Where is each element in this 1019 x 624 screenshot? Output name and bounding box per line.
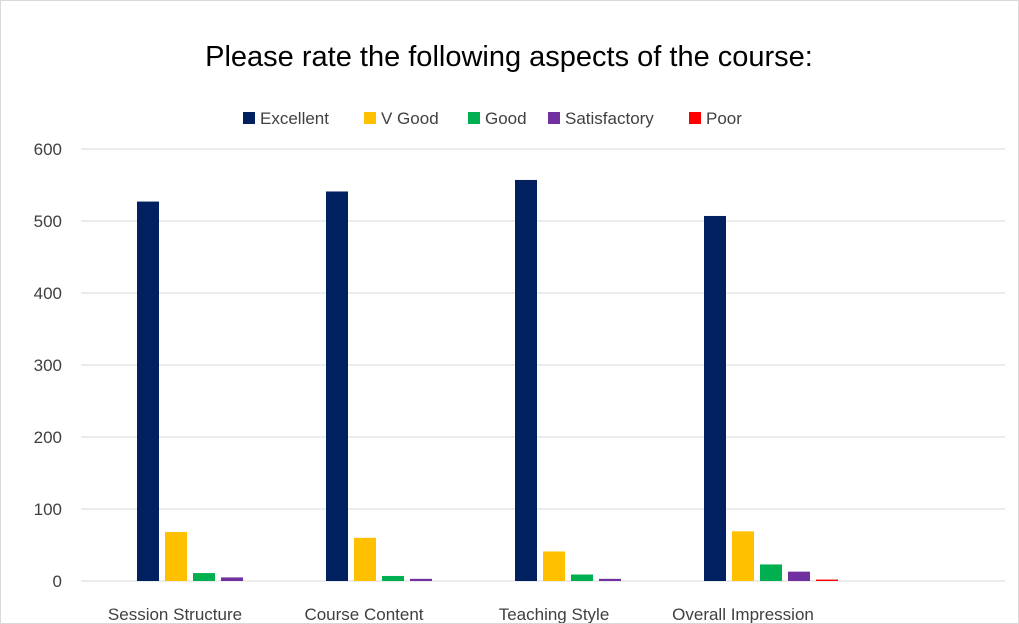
bar-session-structure-good: [193, 573, 215, 581]
legend-entry-excellent: Excellent: [260, 109, 329, 128]
y-tick-label: 500: [34, 212, 62, 231]
bar-overall-impression-v-good: [732, 531, 754, 581]
bar-overall-impression-satisfactory: [788, 571, 810, 581]
bar-overall-impression-excellent: [704, 215, 726, 581]
bar-session-structure-v-good: [165, 532, 187, 581]
legend-swatch-satisfactory: [548, 112, 560, 124]
legend-swatch-v-good: [364, 112, 376, 124]
y-tick-label: 100: [34, 500, 62, 519]
y-tick-label: 300: [34, 356, 62, 375]
bar-overall-impression-good: [760, 564, 782, 581]
y-tick-label: 0: [53, 572, 62, 591]
bar-session-structure-excellent: [137, 201, 159, 581]
bar-teaching-style-satisfactory: [599, 578, 621, 581]
bar-course-content-good: [382, 575, 404, 581]
bar-teaching-style-v-good: [543, 551, 565, 581]
legend-swatch-excellent: [243, 112, 255, 124]
bars: [137, 179, 838, 582]
legend: Excellent V Good Good Satisfactory Poor: [243, 109, 742, 128]
bar-teaching-style-excellent: [515, 179, 537, 581]
x-tick-label-course-content: Course Content: [304, 605, 423, 623]
bar-course-content-v-good: [354, 537, 376, 581]
legend-entry-poor: Poor: [706, 109, 742, 128]
legend-entry-satisfactory: Satisfactory: [565, 109, 654, 128]
chart-title: Please rate the following aspects of the…: [205, 41, 813, 73]
y-tick-label: 200: [34, 428, 62, 447]
y-tick-label: 600: [34, 140, 62, 159]
y-tick-label: 400: [34, 284, 62, 303]
x-axis-tick-labels: Session Structure Course Content Teaching …: [108, 605, 814, 623]
bar-course-content-satisfactory: [410, 578, 432, 581]
bar-overall-impression-poor: [816, 579, 838, 581]
x-tick-label-teaching-style: Teaching Style: [499, 605, 610, 623]
x-tick-label-overall-impression: Overall Impression: [672, 605, 814, 623]
legend-swatch-good: [468, 112, 480, 124]
bar-course-content-excellent: [326, 191, 348, 582]
legend-entry-good: Good: [485, 109, 527, 128]
legend-entry-v-good: V Good: [381, 109, 439, 128]
gridlines: [81, 148, 1005, 582]
y-axis-tick-labels: 0 100 200 300 400 500 600: [34, 140, 62, 591]
x-tick-label-session-structure: Session Structure: [108, 605, 242, 623]
bar-teaching-style-good: [571, 574, 593, 581]
legend-swatch-poor: [689, 112, 701, 124]
bar-session-structure-satisfactory: [221, 577, 243, 581]
